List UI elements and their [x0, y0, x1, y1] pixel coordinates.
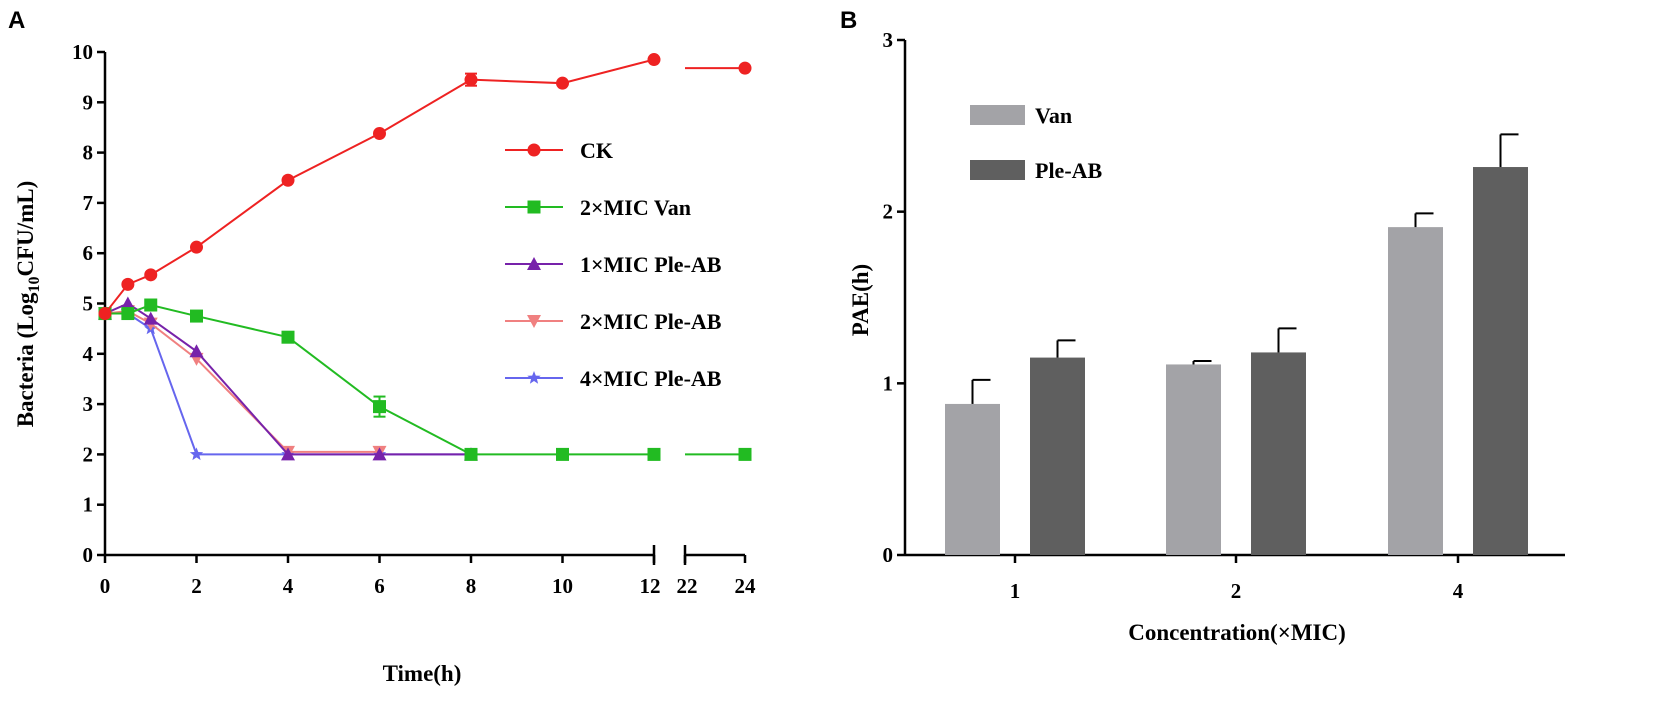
data-point	[144, 298, 158, 312]
ylabel-subscript: 10	[26, 277, 43, 293]
panel-a-xtick-label: 0	[100, 574, 111, 598]
panel-a-ytick-label: 3	[83, 392, 94, 416]
data-point	[98, 307, 112, 321]
data-point	[281, 173, 295, 187]
panel-a-xtick-label: 10	[552, 574, 573, 598]
panel-a-xtick-label: 6	[374, 574, 385, 598]
data-point	[143, 311, 158, 325]
data-point	[527, 143, 541, 157]
data-point	[647, 447, 661, 461]
data-point	[464, 73, 478, 87]
series-line	[104, 58, 655, 315]
panel-b-ytick-label: 3	[883, 28, 894, 52]
series-2-mic-van	[98, 298, 752, 461]
series-1-mic-ple-ab	[98, 296, 478, 461]
panel-a-ytick-label: 8	[83, 141, 94, 165]
legend-entry: Van	[970, 103, 1072, 128]
data-point	[281, 330, 295, 344]
panel-a-xtick-label: 2	[191, 574, 202, 598]
data-point	[190, 309, 203, 323]
legend-entry: 2×MIC Ple-AB	[505, 309, 722, 334]
series-ck	[98, 53, 752, 321]
panel-a-xtick-label: 8	[466, 574, 477, 598]
panel-label-a: A	[8, 7, 25, 34]
data-point	[527, 200, 541, 214]
panel-b-ylabel: PAE(h)	[848, 264, 873, 336]
panel-a-ytick-label: 5	[83, 292, 94, 316]
data-point	[738, 61, 752, 75]
data-point	[527, 257, 541, 270]
data-point	[120, 296, 135, 310]
legend-entry: CK	[505, 138, 613, 163]
data-point	[527, 371, 541, 384]
panel-b-ytick-label: 1	[883, 371, 894, 395]
data-point	[647, 53, 661, 67]
bar-van-4	[1388, 227, 1443, 555]
legend-label: Ple-AB	[1035, 158, 1103, 183]
legend-entry: Ple-AB	[970, 158, 1103, 183]
panel-b-chart: 0 1 2 3 1 2 4 Van Ple-AB	[883, 28, 1565, 603]
legend-label: CK	[580, 138, 613, 163]
panel-a-ytick-label: 6	[83, 241, 94, 265]
legend-label: 4×MIC Ple-AB	[580, 366, 722, 391]
bar-ple-ab-4	[1473, 167, 1528, 556]
data-point	[373, 126, 386, 140]
series-4-mic-ple-ab	[98, 306, 478, 461]
data-point	[121, 277, 135, 291]
panel-a-ytick-label: 9	[83, 90, 94, 114]
panel-a-ytick-label: 4	[83, 342, 94, 366]
legend-entry: 1×MIC Ple-AB	[505, 252, 722, 277]
panel-label-b: B	[840, 7, 857, 34]
panel-b-xtick-label: 2	[1231, 579, 1242, 603]
ylabel-part-1: Bacteria (Log	[13, 292, 38, 427]
legend-entry: 2×MIC Van	[505, 195, 691, 220]
data-point	[190, 240, 203, 254]
series-2-mic-ple-ab	[98, 305, 387, 459]
panel-b-ytick-label: 0	[883, 543, 894, 567]
panel-b-xtick-label: 4	[1453, 579, 1464, 603]
panel-b-xlabel: Concentration(×MIC)	[1128, 620, 1346, 645]
legend-swatch	[970, 160, 1025, 180]
series-line	[104, 310, 380, 453]
data-point	[373, 400, 386, 414]
data-point	[189, 447, 204, 461]
legend-entry: 4×MIC Ple-AB	[505, 366, 722, 391]
panel-a-ytick-label: 0	[83, 543, 94, 567]
panel-a-ytick-label: 1	[83, 493, 94, 517]
panel-b-xtick-label: 1	[1010, 579, 1021, 603]
data-point	[144, 268, 158, 282]
panel-a-xtick-label: 22	[677, 574, 698, 598]
panel-a-xtick-label: 12	[640, 574, 661, 598]
panel-a-xtick-label: 24	[735, 574, 757, 598]
panel-a-ytick-label: 7	[83, 191, 94, 215]
data-point	[281, 447, 295, 461]
panel-a-xtick-label: 4	[283, 574, 294, 598]
data-point	[738, 447, 752, 461]
data-point	[527, 315, 541, 328]
data-point	[556, 447, 569, 461]
data-point	[464, 447, 478, 461]
bar-van-2	[1166, 364, 1221, 555]
bar-ple-ab-1	[1030, 357, 1085, 555]
ylabel-part-3: CFU/mL)	[13, 181, 38, 277]
data-point	[372, 447, 387, 461]
bar-ple-ab-2	[1251, 352, 1306, 555]
data-point	[189, 344, 204, 358]
bar-van-1	[945, 403, 1000, 555]
series-line	[104, 302, 471, 456]
legend-label: Van	[1035, 103, 1072, 128]
legend-label: 2×MIC Van	[580, 195, 691, 220]
data-point	[121, 307, 135, 321]
panel-b-ytick-label: 2	[883, 200, 894, 224]
panel-a-ytick-label: 2	[83, 442, 94, 466]
data-point	[556, 76, 569, 90]
legend-label: 2×MIC Ple-AB	[580, 309, 722, 334]
legend-swatch	[970, 105, 1025, 125]
panel-a-xlabel: Time(h)	[383, 661, 462, 686]
panel-a-ylabel: Bacteria (Log10CFU/mL)	[13, 181, 43, 428]
legend-label: 1×MIC Ple-AB	[580, 252, 722, 277]
panel-a-ytick-label: 10	[72, 40, 93, 64]
